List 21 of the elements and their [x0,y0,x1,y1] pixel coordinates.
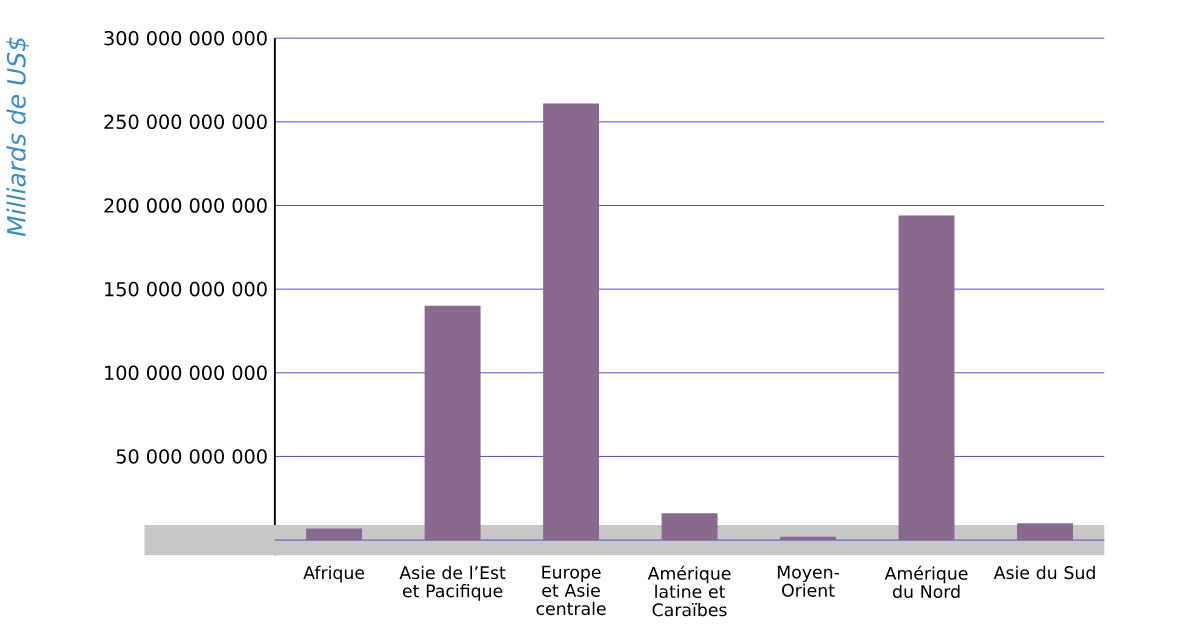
bar [543,103,600,540]
y-tick-label: 100 000 000 000 [105,365,267,380]
x-tick-label: Amérique du Nord [884,565,968,598]
bar [1017,523,1073,540]
x-tick-label: Asie de l’Est et Pacifique [399,565,506,601]
x-tick-label: Asie du Sud [993,565,1095,579]
x-tick-label: Moyen-Orient [777,565,840,597]
bar [898,215,955,540]
y-tick-label: 250 000 000 000 [104,114,267,129]
x-tick-label: Amérique latine et Caraïbes [647,565,731,617]
bar [424,305,481,540]
bar [780,536,837,540]
bar [306,528,363,540]
bar [661,513,718,540]
y-tick-label: 200 000 000 000 [104,198,267,213]
y-tick-label: 50 000 000 000 [116,448,267,464]
x-tick-label: Europe et Asie centrale [536,565,606,615]
y-tick-label: 300 000 000 000 [104,30,267,46]
y-tick-label: 150 000 000 000 [105,281,267,297]
y-axis-title: Milliards de US$ [6,37,30,237]
x-tick-label: Afrique [303,565,365,583]
